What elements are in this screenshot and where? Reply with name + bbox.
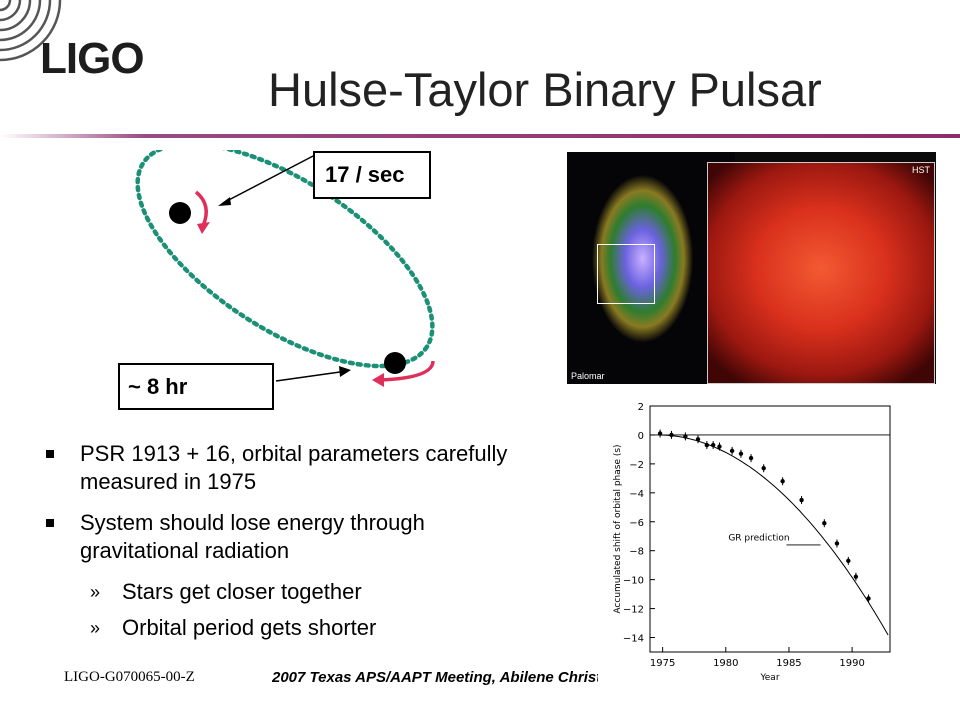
y-tick-label: 0 [638,431,644,442]
spin-label-pointer [222,154,316,204]
ligo-logo: LIGO [40,34,145,83]
companion-star [384,352,406,374]
spin-pointer-head [218,197,231,206]
title-divider [0,134,960,138]
period-pointer-head [339,366,351,377]
bullet-item: System should lose energy through gravit… [44,509,514,565]
spin-rate-label: 17 / sec [313,151,431,199]
bullet-text: PSR 1913 + 16, orbital parameters carefu… [80,441,508,494]
sub-bullet-text: Stars get closer together [122,579,362,604]
meeting-footer: 2007 Texas APS/AAPT Meeting, Abilene Chr… [272,669,598,686]
orbital-phase-shift-chart: 2 0 −2 −4 −6 −8 −10 −12 −14 1975 1980 1985 1990 Year A… [613,402,891,683]
pulsar-spin-arrowhead [197,222,210,234]
x-tick-label: 1990 [839,658,864,669]
companion-spin-arrow [379,360,435,382]
y-tick-label: −12 [623,605,644,616]
y-tick-label: −8 [629,547,644,558]
hst-image: HST [707,162,935,384]
gr-prediction-label: GR prediction [728,534,789,544]
sub-bullet-item: » Stars get closer together [44,578,514,606]
period-label-pointer [275,371,341,382]
sub-bullet-marker: » [90,618,101,638]
bullet-item: PSR 1913 + 16, orbital parameters carefu… [44,440,514,496]
plot-frame [649,405,891,653]
y-tick-label: −6 [629,518,644,529]
bullet-text: System should lose energy through gravit… [80,510,425,563]
y-tick-label: −4 [629,489,644,500]
palomar-label: Palomar [571,371,605,381]
sub-bullet-marker: » [90,582,101,602]
hst-label: HST [912,165,930,175]
x-axis-label: Year [759,673,779,683]
orbital-period-label: ~ 8 hr [118,363,274,410]
x-tick-label: 1975 [650,658,675,669]
sub-bullet-item: » Orbital period gets shorter [44,614,514,642]
y-tick-label: 2 [638,402,644,413]
pulsar-spin-arrow [194,190,208,227]
ligo-logo-arcs [0,0,62,62]
companion-spin-arrowhead [372,373,384,387]
slide-title: Hulse-Taylor Binary Pulsar [268,63,822,116]
crab-nebula-image: Palomar HST [567,152,936,384]
y-tick-label: −10 [623,576,644,587]
binary-orbit-diagram [135,150,435,387]
y-tick-label: −2 [629,460,644,471]
gr-prediction-curve [657,434,889,636]
document-id: LIGO-G070065-00-Z [64,669,195,685]
y-axis-label: Accumulated shift of orbital phase (s) [613,444,623,613]
bullet-marker [46,450,54,458]
zoom-frame [597,244,655,304]
pulsar-star [169,202,191,224]
bullet-marker [46,519,54,527]
x-tick-label: 1980 [713,658,738,669]
bullet-list: PSR 1913 + 16, orbital parameters carefu… [44,440,514,650]
sub-bullet-text: Orbital period gets shorter [122,615,377,640]
x-tick-label: 1985 [776,658,801,669]
y-tick-label: −14 [623,634,644,645]
